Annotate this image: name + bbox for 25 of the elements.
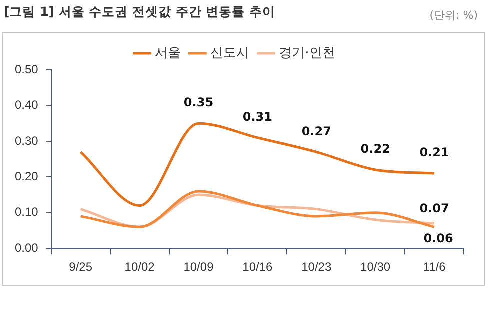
data-label: 0.35 bbox=[184, 96, 214, 110]
data-label: 0.27 bbox=[302, 124, 332, 138]
y-tick-label: 0.30 bbox=[14, 134, 39, 148]
x-tick-label: 10/09 bbox=[184, 260, 214, 274]
chart-title: [그림 1] 서울 수도권 전셋값 주간 변동률 추이 bbox=[4, 4, 276, 21]
legend-label: 신도시 bbox=[210, 46, 250, 61]
data-label: 0.31 bbox=[242, 110, 272, 124]
x-tick-label: 9/25 bbox=[69, 260, 93, 274]
y-tick-label: 0.20 bbox=[14, 169, 39, 184]
data-label: 0.22 bbox=[360, 142, 390, 156]
data-label: 0.07 bbox=[420, 202, 450, 216]
x-tick-label: 10/30 bbox=[360, 260, 391, 274]
text: (단위: %) bbox=[430, 8, 478, 23]
x-tick-label: 10/02 bbox=[124, 260, 156, 274]
x-tick-label: 10/16 bbox=[242, 260, 274, 274]
data-label: 0.06 bbox=[424, 231, 454, 246]
y-tick-label: 0.00 bbox=[14, 240, 39, 255]
x-tick-label: 10/23 bbox=[302, 260, 332, 274]
data-label: 0.21 bbox=[420, 146, 450, 160]
y-tick-label: 0.50 bbox=[14, 62, 39, 76]
y-tick-label: 0.10 bbox=[14, 205, 39, 220]
legend-label: 경기·인천 bbox=[279, 46, 336, 61]
x-tick-label: 11/6 bbox=[423, 260, 446, 274]
y-tick-label: 0.40 bbox=[14, 98, 39, 112]
legend-label: 서울 bbox=[155, 46, 182, 61]
